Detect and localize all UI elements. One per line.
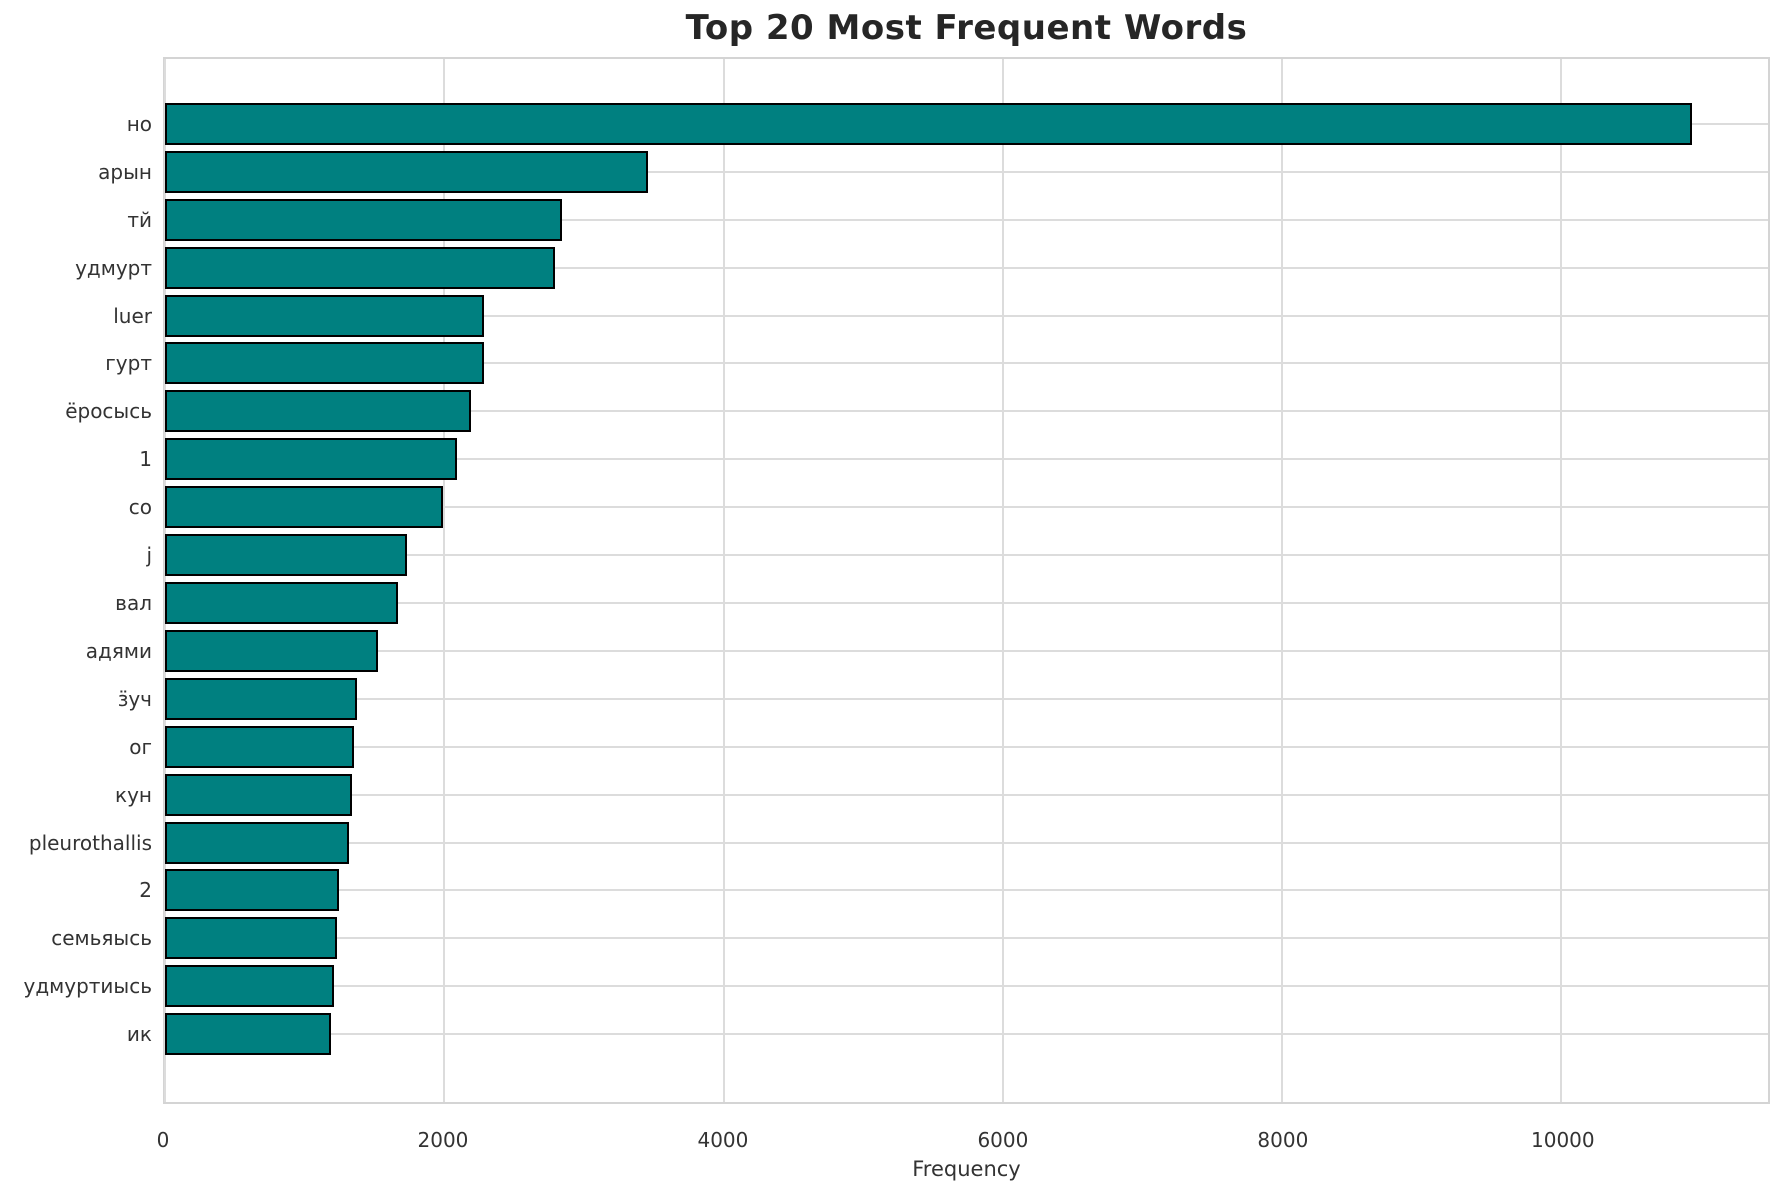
y-tick-label: вал — [115, 591, 152, 616]
bar — [165, 198, 562, 241]
chart-row: со — [129, 483, 1768, 531]
y-tick-label: но — [126, 111, 152, 136]
chart-row: ёросысь — [65, 387, 1768, 435]
chart-row: pleurothallis — [29, 819, 1768, 867]
x-tick-label: 8000 — [1257, 1128, 1309, 1152]
chart-row: ик — [127, 1010, 1768, 1058]
chart-row: ӟуч — [118, 675, 1768, 723]
x-tick-label: 0 — [156, 1128, 170, 1152]
gridline-horizontal — [165, 266, 1768, 269]
bar-rows: но арын тй удмурт luer гурт ёросысь 1 со j вал адям… — [23, 59, 1768, 1102]
x-tick-label: 6000 — [977, 1128, 1029, 1152]
x-tick-label: 10000 — [1531, 1128, 1595, 1152]
y-tick-label: ӟуч — [117, 686, 152, 711]
bar — [165, 150, 649, 193]
gridline-horizontal — [165, 602, 1768, 605]
bar — [165, 773, 353, 816]
gridline-horizontal — [165, 793, 1768, 796]
bar — [165, 294, 485, 337]
gridline-vertical — [722, 59, 725, 1102]
gridline-horizontal — [165, 554, 1768, 557]
gridline-horizontal — [165, 985, 1768, 988]
y-tick-label: адями — [85, 638, 152, 663]
bar — [165, 582, 399, 625]
gridline-horizontal — [165, 218, 1768, 221]
gridline-vertical — [1001, 59, 1004, 1102]
chart-row: ог — [129, 723, 1768, 771]
bar — [165, 965, 335, 1008]
chart-row: 1 — [139, 435, 1768, 483]
gridline-horizontal — [165, 506, 1768, 509]
gridline-horizontal — [165, 458, 1768, 461]
y-tick-label: тй — [127, 207, 152, 232]
bar — [165, 390, 471, 433]
gridline-vertical — [164, 59, 166, 1102]
y-tick-label: 1 — [139, 447, 152, 472]
chart-row: удмурт — [75, 244, 1768, 292]
bar — [165, 246, 555, 289]
bar — [165, 102, 1692, 145]
bar — [165, 821, 349, 864]
bar — [165, 534, 407, 577]
gridline-horizontal — [165, 889, 1768, 892]
bar — [165, 486, 443, 529]
x-axis-ticks: 0 2000 4000 6000 8000 10000 — [157, 1128, 1770, 1154]
gridline-horizontal — [165, 937, 1768, 940]
chart-title: Top 20 Most Frequent Words — [685, 8, 1248, 48]
y-tick-label: со — [128, 495, 152, 520]
gridline-vertical — [1281, 59, 1284, 1102]
y-tick-label: арын — [98, 159, 152, 184]
chart-row: j — [146, 531, 1768, 579]
x-tick-label: 2000 — [417, 1128, 469, 1152]
vertical-gridlines — [164, 59, 1768, 1102]
y-tick-label: кун — [115, 782, 152, 807]
y-tick-label: j — [146, 543, 152, 568]
bar — [165, 629, 378, 672]
chart-row: вал — [115, 579, 1768, 627]
chart-row: тй — [127, 196, 1768, 244]
bar — [165, 438, 457, 481]
chart-row: семьяысь — [51, 914, 1768, 962]
bar — [165, 1013, 332, 1056]
chart-row: арын — [98, 148, 1768, 196]
bar — [165, 917, 338, 960]
plot-area: но арын тй удмурт luer гурт ёросысь 1 со j вал адям… — [23, 57, 1770, 1104]
gridline-horizontal — [165, 697, 1768, 700]
y-tick-label: ёросысь — [65, 399, 152, 424]
gridline-horizontal — [165, 649, 1768, 652]
y-tick-label: ик — [126, 1022, 152, 1047]
bar — [165, 869, 339, 912]
chart-row: luer — [113, 292, 1768, 340]
y-tick-label: семьяысь — [51, 926, 152, 951]
gridline-vertical — [1560, 59, 1563, 1102]
gridline-vertical — [443, 59, 446, 1102]
gridline-horizontal — [165, 170, 1768, 173]
gridline-horizontal — [165, 745, 1768, 748]
y-tick-label: ог — [129, 734, 152, 759]
bar — [165, 342, 484, 385]
gridline-horizontal — [165, 841, 1768, 844]
y-tick-label: гурт — [105, 351, 152, 376]
chart-row: удмуртиысь — [23, 962, 1768, 1010]
chart-row: 2 — [139, 867, 1768, 915]
gridline-horizontal — [165, 362, 1768, 365]
y-tick-label: 2 — [139, 878, 152, 903]
chart-row: но — [127, 100, 1768, 148]
y-tick-label: удмуртиысь — [23, 974, 152, 999]
gridline-horizontal — [165, 410, 1768, 413]
y-tick-label: pleurothallis — [28, 830, 152, 855]
x-axis-title: Frequency — [912, 1157, 1021, 1181]
y-tick-label: удмурт — [75, 255, 152, 280]
chart-row: кун — [115, 771, 1768, 819]
x-tick-label: 4000 — [697, 1128, 749, 1152]
chart-row: гурт — [105, 340, 1768, 388]
bar — [165, 725, 354, 768]
gridline-horizontal — [165, 314, 1768, 317]
bar — [165, 677, 358, 720]
gridline-horizontal — [165, 1033, 1768, 1036]
chart-row: адями — [86, 627, 1768, 675]
y-tick-label: luer — [113, 303, 152, 328]
